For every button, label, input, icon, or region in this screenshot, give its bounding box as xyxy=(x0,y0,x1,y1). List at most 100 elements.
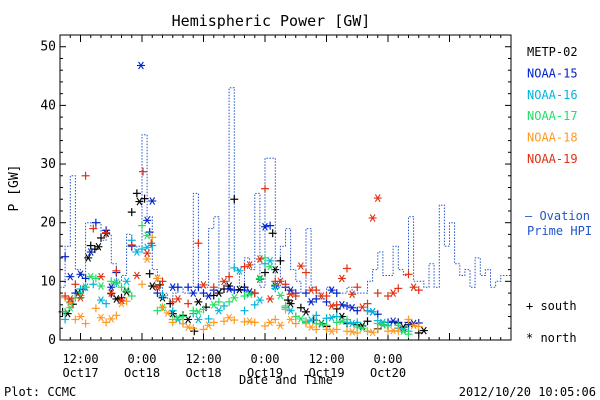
y-tick-label: 20 xyxy=(40,216,56,231)
noaa-19-north-point xyxy=(296,262,305,271)
metp-02-south-point xyxy=(363,317,372,326)
noaa-16-south-point xyxy=(250,300,259,309)
metp-02-south-point xyxy=(132,189,141,198)
noaa-18-south-point xyxy=(122,297,131,306)
noaa-19-south-point xyxy=(81,171,90,180)
noaa-16-south-point xyxy=(220,301,228,310)
legend-ovation-line2: Prime HPI xyxy=(527,224,592,238)
noaa-17-north-point xyxy=(209,300,218,309)
noaa-18-north-point xyxy=(225,313,234,322)
noaa-17-south-point xyxy=(127,292,136,301)
legend-ovation-line1: — Ovation xyxy=(525,209,590,223)
noaa-18-north-point xyxy=(143,255,152,263)
noaa-18-south-point xyxy=(291,319,300,328)
noaa-18-north-point xyxy=(163,309,172,317)
noaa-17-south-point xyxy=(91,274,100,283)
noaa-15-south-point xyxy=(61,252,70,261)
noaa-15-north-point xyxy=(136,61,145,70)
noaa-17-north-point xyxy=(173,313,182,322)
metp-02-north-point xyxy=(84,253,93,262)
x-axis: 12:00Oct170:00Oct1812:00Oct180:00Oct1912… xyxy=(59,35,512,380)
noaa-18-north-point xyxy=(107,314,116,323)
marker-note-south: + south xyxy=(526,299,577,313)
metp-02-north-point xyxy=(419,326,428,335)
noaa-18-north-point xyxy=(327,327,336,336)
noaa-17-north-point xyxy=(337,317,346,326)
noaa-18-south-point xyxy=(189,324,198,333)
noaa-18-north-point xyxy=(409,321,418,330)
noaa-17-north-point xyxy=(194,307,203,316)
noaa-19-north-point xyxy=(153,283,162,292)
noaa-16-north-point xyxy=(194,315,203,324)
metp-02-north-point xyxy=(148,282,157,290)
noaa-19-south-point xyxy=(343,264,351,273)
noaa-18-south-point xyxy=(250,318,259,327)
noaa-19-north-point xyxy=(337,274,346,283)
noaa-15-south-point xyxy=(184,283,193,292)
metp-02-south-point xyxy=(127,208,136,217)
noaa-19-south-point xyxy=(332,300,341,309)
noaa-16-south-point xyxy=(204,314,213,323)
noaa-19-north-point xyxy=(245,261,254,269)
noaa-17-north-point xyxy=(245,290,254,299)
noaa-19-south-point xyxy=(139,167,148,176)
noaa-18-south-point xyxy=(281,305,290,314)
noaa-15-north-point xyxy=(261,222,269,231)
noaa-19-south-point xyxy=(194,239,203,248)
noaa-15-north-point xyxy=(307,297,316,306)
noaa-19-north-point xyxy=(107,289,116,297)
noaa-15-south-point xyxy=(343,301,351,310)
noaa-16-south-point xyxy=(322,314,331,323)
noaa-19-south-point xyxy=(102,228,111,237)
metp-02-north-point xyxy=(122,287,131,296)
noaa-18-north-point xyxy=(245,317,254,326)
noaa-17-north-point xyxy=(112,278,121,287)
noaa-19-south-point xyxy=(127,240,136,249)
noaa-18-north-point xyxy=(286,315,295,324)
noaa-17-north-point xyxy=(296,314,305,323)
noaa-15-north-point xyxy=(327,286,336,295)
noaa-19-south-point xyxy=(209,283,218,292)
noaa-18-south-point xyxy=(230,316,239,325)
noaa-18-north-point xyxy=(307,323,316,332)
noaa-17-south-point xyxy=(199,305,208,314)
metp-02-south-point xyxy=(97,233,105,242)
noaa-15-south-point xyxy=(91,218,100,227)
noaa-19-north-point xyxy=(276,277,285,286)
noaa-18-south-point xyxy=(332,325,341,334)
noaa-19-south-point xyxy=(394,284,403,293)
noaa-19-north-point xyxy=(317,292,326,300)
noaa-15-south-point xyxy=(230,286,239,295)
metp-02-north-point xyxy=(135,197,144,206)
noaa-17-south-point xyxy=(179,312,187,321)
y-axis: 0 10 20 30 40 50 xyxy=(40,40,511,348)
legend-entry-noaa-16: NOAA-16 xyxy=(527,88,578,102)
y-tick-label: 50 xyxy=(40,40,56,55)
noaa-19-south-point xyxy=(225,272,234,281)
noaa-15-north-point xyxy=(389,317,398,326)
x-tick-label-time: 12:00 xyxy=(308,352,344,366)
noaa-16-north-point xyxy=(97,296,105,305)
noaa-18-south-point xyxy=(343,327,351,336)
metp-02-south-point xyxy=(268,229,277,238)
noaa-19-south-point xyxy=(158,277,167,286)
metp-02-south-point xyxy=(86,241,95,250)
x-tick-label-date: Oct19 xyxy=(308,366,344,380)
noaa-18-north-point xyxy=(348,327,357,336)
noaa-18-south-point xyxy=(353,328,362,337)
noaa-17-north-point xyxy=(317,320,326,329)
noaa-18-north-point xyxy=(204,321,213,330)
noaa-16-north-point xyxy=(368,307,377,316)
noaa-16-north-point xyxy=(399,325,408,334)
noaa-16-south-point xyxy=(76,284,85,293)
noaa-19-north-point xyxy=(76,293,85,302)
noaa-17-south-point xyxy=(261,253,269,262)
noaa-15-north-point xyxy=(66,272,75,281)
noaa-19-north-point xyxy=(266,295,275,303)
noaa-16-north-point xyxy=(122,277,131,286)
noaa-18-north-point xyxy=(97,313,105,322)
noaa-18-south-point xyxy=(168,318,177,327)
noaa-19-south-point xyxy=(240,262,249,271)
noaa-16-north-point xyxy=(348,319,357,328)
noaa-19-south-point xyxy=(261,184,269,193)
